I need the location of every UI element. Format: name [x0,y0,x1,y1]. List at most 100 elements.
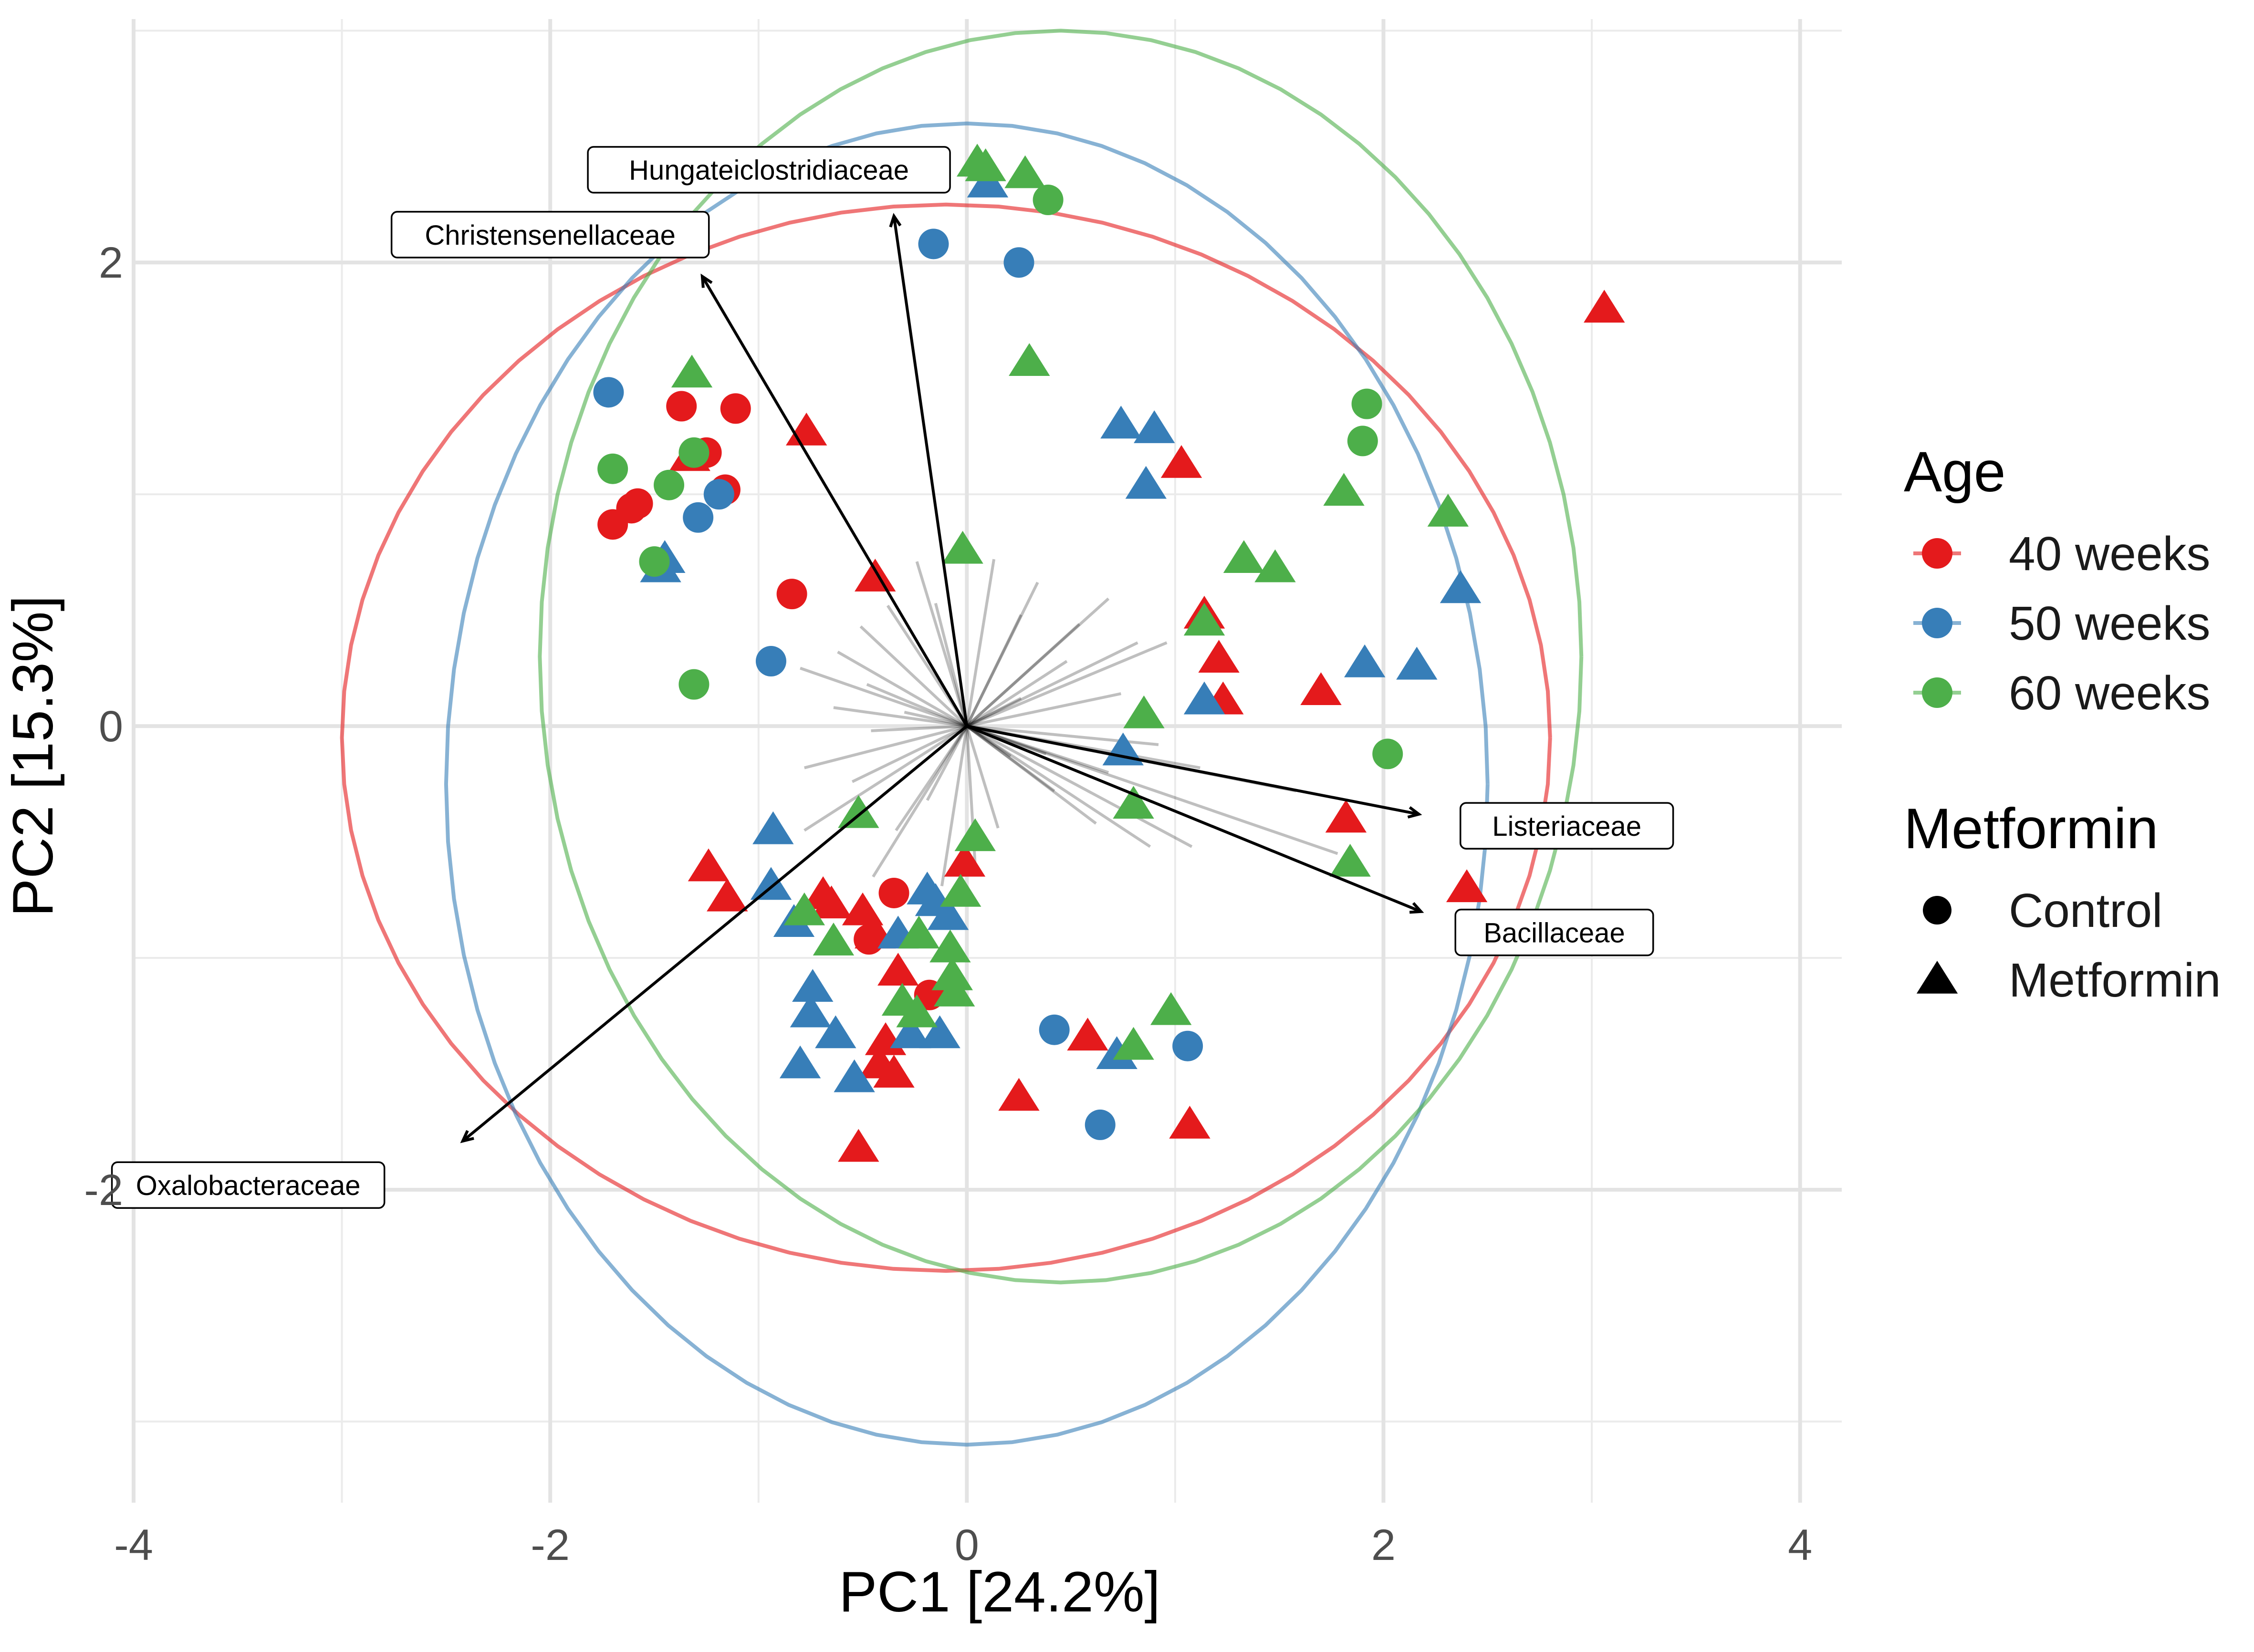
data-point-triangle [1344,644,1386,677]
x-tick-label: 0 [955,1521,979,1569]
minor-loading-vector [965,614,1023,727]
data-point-circle [1372,738,1403,769]
y-axis-label: PC2 [15.3%] [1,595,65,917]
data-point-triangle [1123,695,1165,728]
y-tick-label: 2 [99,239,123,287]
data-point-triangle [1113,786,1154,819]
loading-label: Listeriaceae [1492,811,1641,842]
data-point-circle [1085,1109,1116,1140]
minor-loading-vector [965,726,1000,829]
data-point-triangle [1325,800,1367,833]
data-point-triangle [842,892,884,925]
grid-lines [132,19,1842,1503]
minor-loading-vector [859,625,968,727]
minor-loading-vector [866,683,968,727]
data-point-circle [703,479,734,510]
data-point-circle [654,469,685,500]
loading-label-box [1460,802,1674,850]
data-point-triangle [1169,1105,1210,1139]
minor-loading-vector [966,725,1097,825]
minor-loading-vector [966,660,1068,727]
data-point-triangle [1100,405,1142,439]
loading-label-box [111,1161,386,1209]
data-point-circle [878,877,909,908]
loading-label: Bacillaceae [1483,917,1625,948]
minor-loading-vector [837,651,968,727]
loading-label-box [390,211,710,259]
loading-label-box [1454,908,1654,956]
loading-arrowhead [1407,806,1422,819]
data-point-triangle [1067,1018,1108,1051]
data-point-triangle [838,795,879,828]
minor-loading-vector [940,726,969,886]
minor-loading-vector [966,597,1110,727]
data-point-triangle [1125,466,1167,499]
data-point-circle [1172,1030,1203,1061]
legend-key-point [1922,538,1952,569]
data-point-triangle [1183,603,1225,636]
ellipse-40-weeks [340,202,1552,1273]
sample-points [593,144,1625,1162]
data-point-circle [854,924,885,955]
data-point-triangle [877,953,919,986]
data-point-triangle [1113,1027,1154,1060]
loading-labels: Hungateiclostridiaceae Christensenellacea… [111,146,1674,1209]
data-point-triangle [942,530,983,564]
data-point-circle [1351,388,1382,419]
data-point-triangle [1223,540,1265,573]
minor-loading-vector [915,561,969,727]
minor-loading-vector [966,697,1022,727]
data-point-circle [678,437,710,468]
axis-tick-labels: -4 -2 0 2 4 -2 0 2 [84,239,1812,1569]
minor-loading-vector [966,725,1012,758]
minor-loading-vector [833,706,967,728]
ellipse-50-weeks [444,121,1490,1447]
data-point-triangle [815,1015,856,1049]
legend-key-circle [1923,896,1951,925]
data-point-triangle [933,973,975,1007]
data-point-triangle [707,878,748,912]
loading-label: Oxalobacteraceae [136,1170,361,1201]
data-point-triangle [944,843,986,877]
minor-loading-vector [800,666,968,727]
data-point-triangle [752,811,794,844]
loading-label: Christensenellaceae [425,220,676,251]
data-point-triangle [811,885,852,919]
data-point-triangle [1329,843,1371,877]
y-tick-label: 0 [99,702,123,751]
loading-arrowhead [700,273,713,288]
x-tick-label: 4 [1788,1521,1812,1569]
minor-loading-vector [966,641,1168,727]
data-point-circle [639,546,670,577]
data-point-triangle [1183,681,1225,715]
minor-loading-vector [934,603,969,727]
data-point-triangle [1198,640,1240,673]
loading-label: Hungateiclostridiaceae [629,155,909,186]
minor-loading-vector [965,582,1039,727]
data-point-triangle [965,148,1006,181]
loading-label-box [587,146,951,194]
data-point-triangle [954,818,996,852]
data-point-circle [597,453,628,484]
y-tick-label: -2 [84,1166,123,1215]
data-point-triangle [1300,672,1342,706]
data-point-triangle [1396,646,1438,680]
data-point-circle [597,509,628,540]
minor-loading-vector [926,725,968,801]
minor-loading-vector [872,725,968,878]
x-axis-label: PC1 [24.2%] [839,1560,1160,1624]
data-point-triangle [1009,343,1050,376]
data-point-triangle [898,915,940,949]
data-point-circle [683,502,714,533]
legend-title: Age [1904,440,2006,504]
data-point-triangle [1427,494,1469,527]
data-point-circle [918,229,949,260]
loading-vector [892,216,969,727]
legend-title: Metformin [1904,797,2158,861]
data-point-triangle [998,1078,1040,1111]
minor-loading-vector [851,725,968,783]
loading-vector [701,275,968,727]
data-point-circle [593,377,624,408]
